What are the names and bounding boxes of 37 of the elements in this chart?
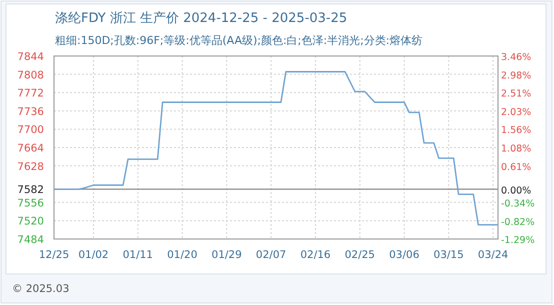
y-tick-label: 7700	[17, 124, 44, 136]
y2-tick-label: 3.46%	[501, 52, 532, 63]
y2-tick-label: 1.08%	[501, 144, 532, 155]
x-tick-label: 12/25	[38, 249, 70, 261]
y2-tick-label: 0.61%	[501, 162, 532, 173]
x-tick-label: 01/29	[212, 249, 242, 261]
text: © 2025.03	[12, 283, 70, 295]
x-tick-label: 03/24	[478, 249, 509, 261]
y2-tick-label: 2.51%	[501, 88, 532, 100]
y-tick-label: 7582	[17, 184, 44, 196]
y2-tick-label: 2.03%	[501, 107, 532, 118]
y-tick-label: 7628	[17, 160, 44, 173]
y2-tick-label: -0.82%	[501, 216, 535, 228]
y-tick-label: 7664	[17, 142, 44, 154]
x-tick-label: 02/16	[300, 249, 331, 261]
y-tick-label: 7772	[17, 88, 44, 100]
y2-tick-label: -0.34%	[501, 198, 535, 210]
y2-tick-label: 2.98%	[501, 70, 532, 82]
x-tick-label: 02/25	[344, 249, 375, 261]
line-series	[53, 71, 499, 226]
y-tick-label: 7556	[17, 197, 44, 210]
y2-tick-label: -1.29%	[501, 235, 535, 246]
y-tick-label: 7808	[17, 69, 44, 82]
x-tick-label: 03/06	[389, 249, 420, 261]
y-tick-label: 7520	[17, 216, 44, 228]
x-tick-label: 01/11	[122, 249, 153, 261]
x-tick-label: 03/15	[434, 249, 464, 261]
x-tick-label: 02/07	[256, 249, 286, 261]
chart-subtitle: 粗细:150D;孔数:96F;等级:优等品(AA级);颜色:白;色泽:半消光;分类:熔体纺	[55, 34, 422, 47]
chart-title: 涤纶FDY 浙江 生产价 2024-12-25 - 2025-03-25	[55, 11, 348, 26]
y-tick-label: 7484	[17, 234, 44, 246]
x-tick-label: 01/02	[78, 249, 109, 261]
y-tick-label: 7736	[17, 106, 44, 118]
y-tick-label: 7844	[17, 51, 44, 63]
y2-tick-label: 1.56%	[501, 125, 532, 136]
x-tick-label: 01/20	[167, 249, 198, 261]
y2-tick-label: 0.00%	[501, 185, 532, 196]
